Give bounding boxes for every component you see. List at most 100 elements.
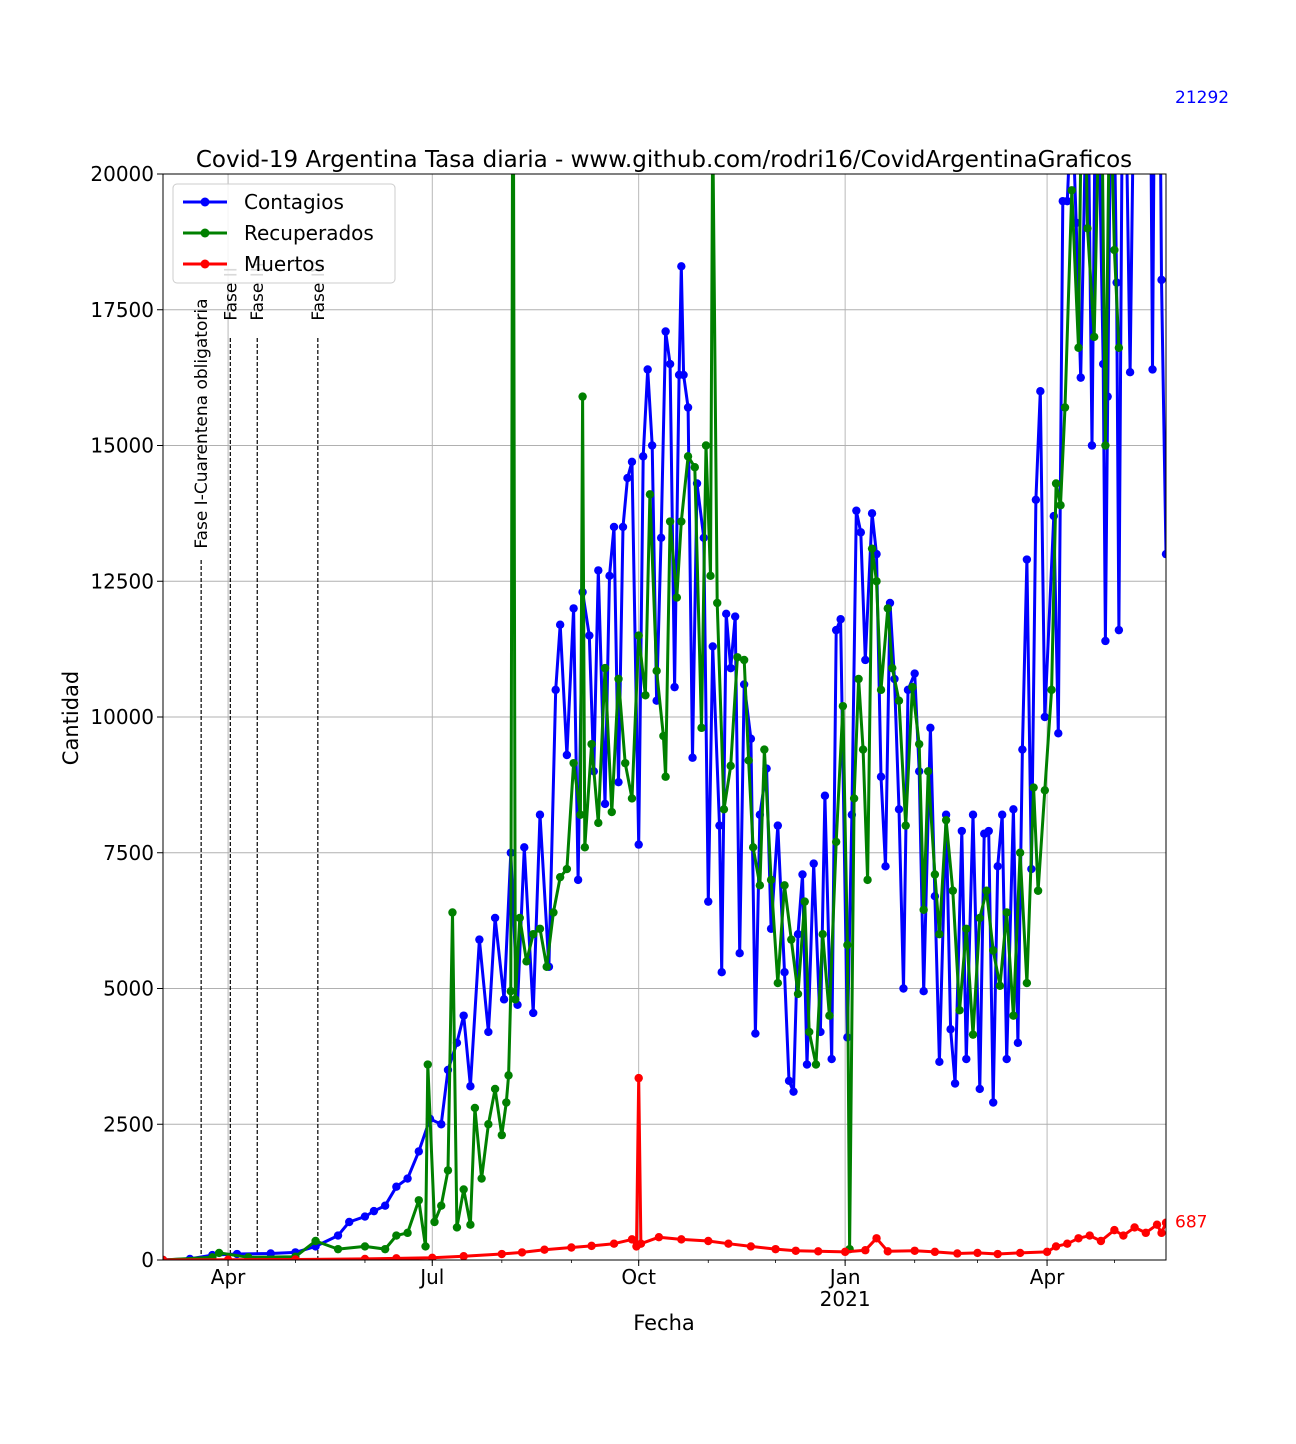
- data-point: [827, 1054, 836, 1064]
- data-point: [968, 1030, 978, 1039]
- data-point: [369, 1206, 379, 1216]
- legend-label: Muertos: [244, 252, 325, 276]
- data-point: [484, 1027, 493, 1037]
- data-point: [968, 810, 978, 819]
- data-point: [962, 924, 971, 933]
- data-point: [609, 1239, 619, 1248]
- data-point: [1083, 224, 1092, 233]
- data-point: [567, 1243, 576, 1252]
- data-point: [605, 571, 614, 581]
- data-point: [997, 810, 1007, 819]
- data-point: [466, 1220, 475, 1229]
- y-tick-label: 7500: [103, 841, 154, 865]
- data-point: [1009, 805, 1018, 814]
- data-point: [1161, 1218, 1166, 1227]
- data-point: [1157, 275, 1166, 285]
- data-point: [311, 1236, 320, 1246]
- data-point: [428, 1253, 437, 1260]
- data-point: [535, 924, 545, 933]
- data-point: [600, 799, 610, 809]
- data-point: [600, 663, 610, 673]
- data-point: [910, 1246, 919, 1255]
- data-point: [760, 745, 769, 754]
- data-point: [585, 631, 594, 640]
- data-point: [1031, 495, 1041, 504]
- data-point: [551, 685, 560, 695]
- data-point: [876, 685, 886, 695]
- data-point: [661, 327, 670, 336]
- data-point: [522, 957, 531, 966]
- data-point: [641, 691, 650, 700]
- data-point: [975, 913, 984, 923]
- data-point: [470, 1103, 480, 1113]
- data-point: [1036, 387, 1045, 396]
- data-point: [825, 1011, 834, 1020]
- data-point: [333, 1231, 343, 1240]
- data-point: [1002, 1054, 1011, 1064]
- data-point: [919, 905, 928, 914]
- data-point: [843, 940, 852, 950]
- data-point: [1076, 373, 1085, 382]
- data-point: [1152, 1220, 1162, 1229]
- data-point: [1085, 1231, 1094, 1240]
- data-point: [953, 1249, 962, 1258]
- data-point: [1114, 625, 1124, 635]
- data-point: [490, 913, 500, 923]
- data-point: [618, 522, 628, 532]
- data-point: [935, 1057, 944, 1067]
- data-point: [746, 1242, 756, 1251]
- data-point: [863, 875, 872, 885]
- x-tick-label: Jan: [828, 1265, 861, 1289]
- data-point: [726, 663, 735, 673]
- data-point: [1074, 343, 1083, 352]
- data-point: [1141, 1228, 1151, 1238]
- data-point: [719, 805, 729, 814]
- data-point: [475, 935, 484, 944]
- data-point: [634, 840, 643, 849]
- data-point: [540, 1245, 549, 1254]
- data-point: [724, 1239, 733, 1248]
- data-point: [888, 663, 897, 673]
- data-point: [867, 544, 877, 553]
- x-tick-label: Apr: [1030, 1265, 1065, 1289]
- y-tick-label: 2500: [103, 1112, 154, 1136]
- data-point: [993, 1249, 1002, 1259]
- data-point: [1110, 1225, 1119, 1235]
- data-point: [607, 807, 616, 817]
- data-point: [452, 1223, 462, 1232]
- legend-box: [172, 183, 396, 284]
- data-point: [849, 794, 859, 803]
- data-point: [872, 577, 881, 586]
- data-point: [948, 886, 958, 895]
- data-point: [820, 791, 830, 800]
- data-point: [755, 881, 765, 890]
- data-point: [1033, 886, 1043, 895]
- data-point: [360, 1254, 370, 1260]
- data-point: [688, 753, 697, 762]
- y-tick-label: 20000: [90, 162, 154, 186]
- data-point: [437, 1120, 446, 1129]
- data-point: [805, 1027, 814, 1037]
- data-point: [739, 655, 749, 665]
- data-point: [1056, 501, 1065, 510]
- data-point: [1009, 1011, 1018, 1020]
- data-point: [562, 750, 572, 760]
- data-point: [529, 1008, 538, 1018]
- data-point: [894, 805, 904, 814]
- data-point: [881, 862, 890, 871]
- x-axis-label: Fecha: [633, 1311, 695, 1335]
- x-tick-label: Jul: [418, 1265, 444, 1289]
- data-point: [713, 598, 722, 608]
- legend-marker: [200, 228, 210, 238]
- data-point: [751, 1029, 760, 1038]
- data-point: [214, 1248, 224, 1258]
- data-point: [1096, 1236, 1106, 1246]
- data-point: [665, 359, 675, 369]
- data-point: [899, 984, 908, 993]
- data-point: [549, 908, 558, 917]
- data-point: [497, 1130, 507, 1140]
- data-point: [542, 962, 551, 971]
- data-point: [923, 767, 933, 776]
- data-point: [656, 533, 666, 543]
- data-point: [935, 930, 944, 939]
